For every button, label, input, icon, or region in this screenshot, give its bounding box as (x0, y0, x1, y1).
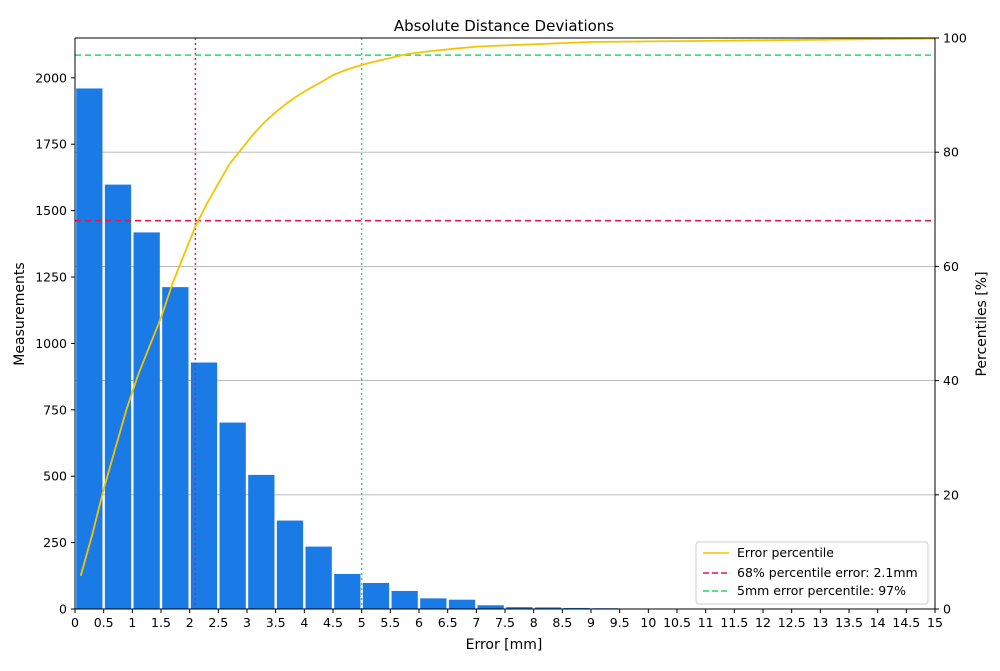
x-tick-label-2: 2 (186, 615, 194, 630)
grid-lines (75, 151, 935, 496)
x-axis-label: Error [mm] (466, 637, 543, 653)
y2-tick-label-40: 40 (943, 373, 959, 388)
x-tick-label-15: 15 (927, 615, 943, 630)
x-tick-label-1.5: 1.5 (151, 615, 171, 630)
x-tick-label-11.5: 11.5 (720, 615, 748, 630)
bar-bin-11 (391, 590, 418, 609)
y-tick-label-1750: 1750 (35, 137, 67, 152)
x-tick-label-3.5: 3.5 (266, 615, 286, 630)
bar-bin-7 (276, 520, 304, 609)
legend: Error percentile 68% percentile error: 2… (695, 541, 929, 605)
axes: 0 0.5 1 1.5 2 2.5 3 3.5 4 4.5 5 5.5 6 6.5 7 7.5 8 8.5 9 9.5… (35, 31, 967, 631)
x-tick-label-12.5: 12.5 (778, 615, 806, 630)
bar-bin-1 (104, 184, 132, 609)
percentile-curve (79, 37, 936, 577)
x-tick-label-7: 7 (472, 615, 480, 630)
x-tick-label-10.5: 10.5 (663, 615, 691, 630)
y-tick-label-0: 0 (59, 602, 67, 617)
y-tick-label-2000: 2000 (35, 70, 67, 85)
bar-bin-15 (506, 607, 533, 609)
x-tick-label-14: 14 (870, 615, 886, 630)
reference-lines (75, 38, 935, 609)
x-tick-label-1: 1 (128, 615, 136, 630)
bar-bin-14 (477, 605, 504, 609)
x-tick-label-0.5: 0.5 (94, 615, 114, 630)
y2-tick-label-0: 0 (943, 602, 951, 617)
x-tick-label-14.5: 14.5 (892, 615, 920, 630)
y2-tick-label-100: 100 (943, 31, 967, 46)
x-tick-label-9: 9 (587, 615, 595, 630)
bar-bin-12 (420, 598, 447, 609)
chart-title: Absolute Distance Deviations (394, 17, 614, 35)
y2-axis-label: Percentiles [%] (974, 271, 990, 376)
y-tick-label-1500: 1500 (35, 203, 67, 218)
legend-frame (695, 541, 929, 605)
x-tick-label-5: 5 (358, 615, 366, 630)
x-tick-label-8.5: 8.5 (552, 615, 572, 630)
y2-tick-label-60: 60 (943, 259, 959, 274)
bar-bin-2 (133, 232, 160, 609)
legend-label-68-percentile: 68% percentile error: 2.1mm (737, 565, 918, 580)
x-tick-label-4: 4 (300, 615, 308, 630)
y-tick-label-250: 250 (43, 535, 67, 550)
x-tick-label-6.5: 6.5 (438, 615, 458, 630)
histogram-bars (76, 88, 619, 610)
x-tick-label-13.5: 13.5 (835, 615, 863, 630)
x-tick-label-4.5: 4.5 (323, 615, 343, 630)
x-tick-label-11: 11 (698, 615, 714, 630)
x-tick-label-6: 6 (415, 615, 423, 630)
x-tick-label-13: 13 (812, 615, 828, 630)
bar-bin-13 (448, 599, 476, 609)
percentile-curve-layer (79, 37, 936, 577)
y2-tick-label-20: 20 (943, 487, 959, 502)
bar-bin-0 (76, 88, 103, 610)
y-tick-label-750: 750 (43, 402, 67, 417)
bar-bin-5 (219, 422, 246, 609)
bar-bin-6 (248, 474, 275, 609)
y-tick-label-1000: 1000 (35, 336, 67, 351)
bar-bin-9 (334, 573, 361, 609)
x-tick-label-3: 3 (243, 615, 251, 630)
bar-bin-8 (305, 546, 332, 609)
x-tick-label-9.5: 9.5 (610, 615, 630, 630)
y-axis-label: Measurements (12, 262, 28, 365)
x-tick-label-10: 10 (640, 615, 656, 630)
legend-label-5mm-percentile: 5mm error percentile: 97% (737, 583, 906, 598)
y-tick-label-1250: 1250 (35, 270, 67, 285)
x-tick-label-0: 0 (71, 615, 79, 630)
x-tick-label-5.5: 5.5 (380, 615, 400, 630)
x-tick-label-8: 8 (530, 615, 538, 630)
legend-label-error-percentile: Error percentile (737, 545, 834, 560)
bar-bin-3 (162, 287, 189, 609)
x-tick-label-12: 12 (755, 615, 771, 630)
y2-tick-label-80: 80 (943, 145, 959, 160)
bar-bin-10 (362, 582, 390, 609)
y-tick-label-500: 500 (43, 469, 67, 484)
bar-bin-17 (563, 607, 590, 609)
x-tick-label-7.5: 7.5 (495, 615, 515, 630)
bar-bin-16 (534, 607, 562, 609)
x-tick-label-2.5: 2.5 (208, 615, 228, 630)
